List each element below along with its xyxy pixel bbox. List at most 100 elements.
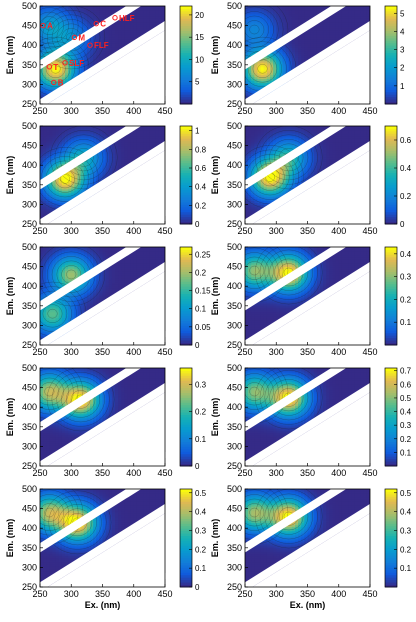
eem-panel-g: 250 300 350 400 450 250 300 350 400 450 500 Em. (nm… <box>5 363 207 478</box>
panel-subtitle: rainfall <box>326 208 354 218</box>
y-tick-label: 450 <box>22 262 37 272</box>
y-tick-label: 500 <box>227 121 242 131</box>
x-tick-label: 250 <box>237 468 252 478</box>
x-tick-label: 250 <box>237 106 252 116</box>
x-tick-label: 250 <box>32 468 47 478</box>
x-tick-label: 450 <box>157 468 172 478</box>
y-axis-title: Em. (nm) <box>5 36 15 75</box>
svg-text:FLF: FLF <box>94 41 109 50</box>
panel-title: BS-up <box>121 440 146 450</box>
colorbar-tick-label: 0.5 <box>195 489 207 498</box>
panel-label: (d) <box>285 203 299 215</box>
x-tick-label: 300 <box>64 106 79 116</box>
y-tick-label: 300 <box>22 441 37 451</box>
panel-label: (h) <box>285 445 299 457</box>
x-tick-label: 250 <box>32 226 47 236</box>
colorbar-tick-label: 0.2 <box>195 408 207 417</box>
colorbar-tick-label: 0.2 <box>400 192 412 201</box>
x-tick-label: 350 <box>300 106 315 116</box>
x-tick-label: 350 <box>95 106 110 116</box>
panel-subtitle: rainfall <box>326 88 354 98</box>
panel-label: (i) <box>80 566 91 578</box>
svg-text:M: M <box>78 33 85 42</box>
y-tick-label: 450 <box>227 383 242 393</box>
y-tick-label: 450 <box>227 21 242 31</box>
colorbar-tick-label: 0.4 <box>195 183 207 192</box>
svg-text:T: T <box>53 63 58 72</box>
x-tick-label: 350 <box>300 347 315 357</box>
colorbar-tick-label: 0.4 <box>400 408 412 417</box>
x-tick-label: 300 <box>64 226 79 236</box>
colorbar-tick-label: 0 <box>195 462 200 471</box>
colorbar-tick-label: 0.6 <box>400 380 412 389</box>
panel-title: Buk <box>326 319 342 329</box>
y-tick-label: 450 <box>227 141 242 151</box>
colorbar-tick-label: 1 <box>195 127 200 136</box>
x-tick-label: 250 <box>32 106 47 116</box>
panel-title: Inf <box>326 78 337 88</box>
x-tick-label: 400 <box>331 589 346 599</box>
panel-title: BS-up <box>326 440 351 450</box>
y-tick-label: 250 <box>227 582 242 592</box>
colorbar-tick-label: 1 <box>400 82 405 91</box>
x-tick-label: 250 <box>237 226 252 236</box>
x-tick-label: 450 <box>157 589 172 599</box>
colorbar-tick-label: 0.25 <box>195 250 211 259</box>
y-tick-label: 400 <box>22 281 37 291</box>
colorbar-tick-label: 0.3 <box>195 526 207 535</box>
colorbar-tick-label: 20 <box>195 11 204 20</box>
colorbar-tick-label: 0.1 <box>400 564 412 573</box>
y-tick-label: 300 <box>227 320 242 330</box>
x-tick-label: 400 <box>126 106 141 116</box>
colorbar-tick-label: 0.2 <box>400 545 412 554</box>
x-tick-label: 250 <box>237 347 252 357</box>
panel-title: Eff <box>121 198 133 208</box>
eem-panel-a: 250 300 350 400 450 250 300 350 400 450 500 Em. (nm… <box>5 1 204 116</box>
y-tick-label: 350 <box>227 180 242 190</box>
colorbar-tick-label: 0.6 <box>400 136 412 145</box>
panel-title: Buk <box>121 319 137 329</box>
x-tick-label: 250 <box>237 589 252 599</box>
y-tick-label: 400 <box>22 160 37 170</box>
colorbar-tick-label: 3 <box>400 46 405 55</box>
panel-label: (e) <box>80 324 94 336</box>
y-tick-label: 500 <box>227 363 242 373</box>
x-tick-label: 350 <box>95 226 110 236</box>
y-axis-title: Em. (nm) <box>5 519 15 558</box>
colorbar-tick-label: 0 <box>400 220 405 229</box>
colorbar-tick-label: 0.2 <box>400 435 412 444</box>
y-tick-label: 250 <box>227 219 242 229</box>
y-axis-title: Em. (nm) <box>210 156 220 195</box>
panel-subtitle: non-rainfall <box>121 450 167 460</box>
x-tick-label: 450 <box>157 347 172 357</box>
y-tick-label: 250 <box>227 340 242 350</box>
colorbar-tick-label: 0.4 <box>400 508 412 517</box>
panel-subtitle: rainfall <box>326 450 354 460</box>
x-tick-label: 350 <box>300 468 315 478</box>
y-tick-label: 300 <box>22 562 37 572</box>
eem-panel-i: 250 300 350 400 450 250 300 350 400 450 500 Em. (nm… <box>5 484 207 610</box>
y-axis-title: Em. (nm) <box>5 398 15 437</box>
x-tick-label: 400 <box>126 226 141 236</box>
panel-subtitle: non-rainfall <box>121 208 167 218</box>
colorbar-tick-label: 0.3 <box>400 526 412 535</box>
svg-text:HLF: HLF <box>119 14 135 23</box>
eem-panel-e: 250 300 350 400 450 250 300 350 400 450 500 Em. (nm… <box>5 242 211 357</box>
x-tick-label: 400 <box>331 468 346 478</box>
colorbar-tick-label: 0.4 <box>195 508 207 517</box>
y-tick-label: 450 <box>22 383 37 393</box>
y-tick-label: 300 <box>227 79 242 89</box>
peak-marker-A: A <box>40 22 53 31</box>
x-tick-label: 450 <box>157 106 172 116</box>
colorbar-tick-label: 0 <box>195 220 200 229</box>
colorbar-tick-label: 0.3 <box>400 421 412 430</box>
peak-marker-C: C <box>93 20 106 29</box>
x-tick-label: 350 <box>95 468 110 478</box>
x-tick-label: 250 <box>32 347 47 357</box>
y-tick-label: 300 <box>22 199 37 209</box>
colorbar-tick-label: 10 <box>195 55 204 64</box>
peak-marker-FLF: FLF <box>87 41 109 50</box>
y-tick-label: 400 <box>227 160 242 170</box>
x-tick-label: 350 <box>95 347 110 357</box>
